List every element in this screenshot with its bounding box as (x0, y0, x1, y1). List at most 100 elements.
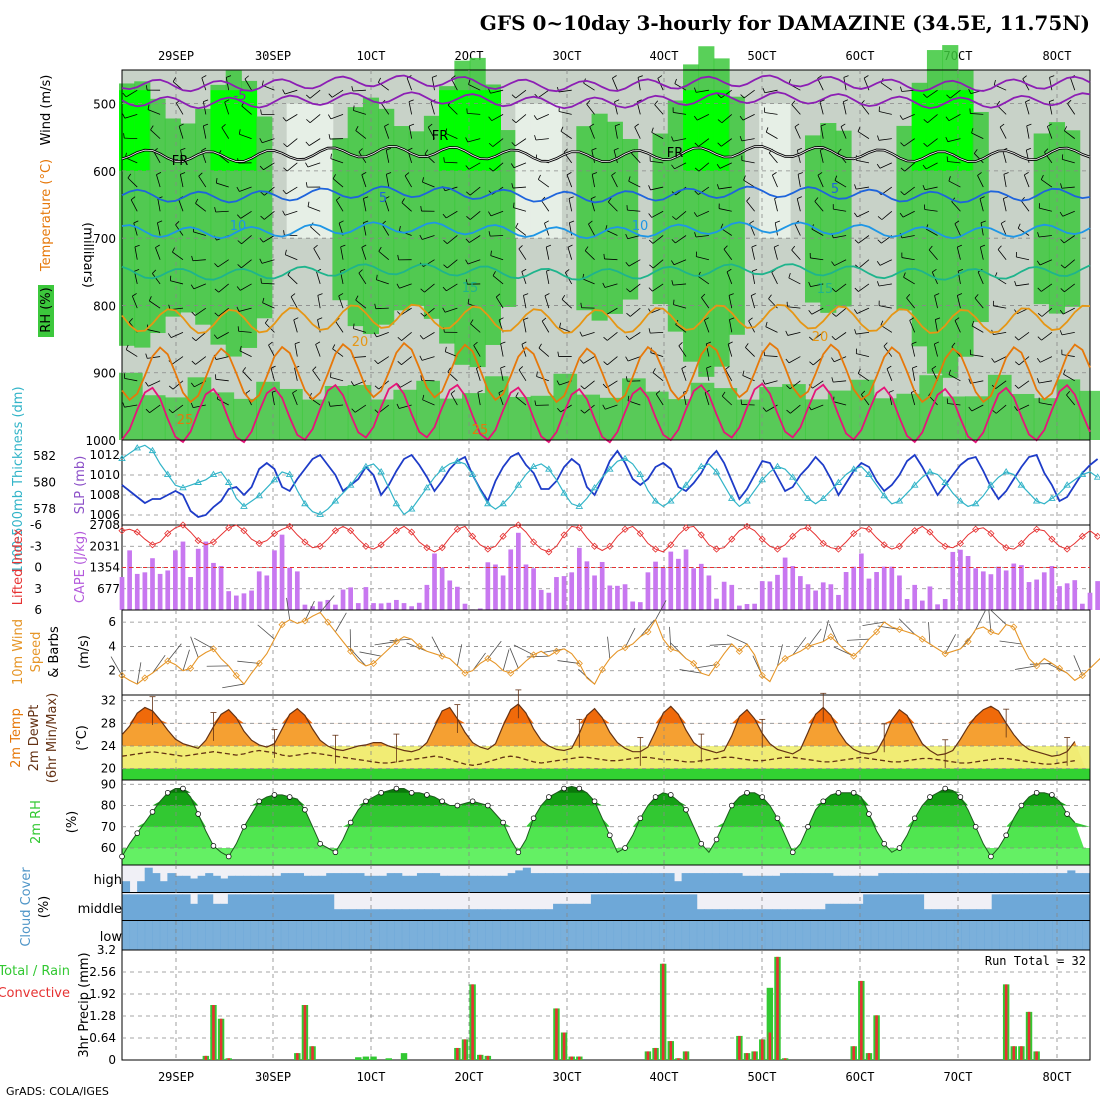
upper-wind-barb-flag (854, 239, 859, 244)
surface-wind-barb (639, 619, 655, 637)
upper-wind-barb (1064, 259, 1076, 269)
cloud-cell-high (885, 873, 894, 892)
cloud-cell-low (545, 921, 554, 950)
thickness-marker (712, 468, 721, 475)
upper-wind-barb (518, 369, 527, 382)
rh-marker (515, 849, 522, 855)
upper-wind-barb (242, 371, 252, 382)
upper-wind-barb (787, 331, 801, 336)
upper-wind-barb (157, 222, 161, 236)
upper-wind-barb (375, 307, 389, 310)
upper-wind-barb (1002, 198, 1007, 212)
rh-marker (789, 849, 796, 855)
cloud-cell-high (182, 875, 191, 892)
precip-convective-bar (212, 1005, 215, 1060)
upper-wind-barb (1047, 126, 1053, 139)
upper-wind-barb (721, 89, 732, 99)
cloud-cell-low (787, 921, 796, 950)
upper-wind-barb-flag (408, 99, 414, 103)
upper-wind-barb-flag (751, 244, 757, 248)
isotherm-label: -5 (234, 89, 247, 104)
upper-wind-barb (980, 222, 984, 236)
upper-wind-barb-flag (236, 286, 241, 291)
upper-wind-barb (589, 126, 595, 139)
upper-wind-barb-flag (465, 238, 470, 243)
thickness-marker (819, 494, 828, 501)
cape-bar (965, 556, 971, 610)
upper-wind-barb (947, 161, 961, 164)
thickness-marker (1032, 497, 1041, 504)
upper-wind-barb (614, 101, 618, 115)
rh-lowlevel-cell (1056, 379, 1081, 440)
rh-saturated-cell (698, 90, 715, 171)
upper-wind-barb-flag (1044, 148, 1049, 153)
upper-wind-barb (880, 82, 893, 91)
cloud-cell-middle (432, 909, 441, 920)
cloud-cell-low (1067, 921, 1076, 950)
upper-wind-barb (857, 210, 870, 218)
upper-wind-barb (1003, 174, 1007, 188)
lifted-index-marker (423, 544, 431, 552)
thickness-marker (1002, 468, 1010, 475)
upper-wind-barb-flag (971, 321, 975, 327)
wind-axis-label-4: (m/s) (77, 635, 92, 669)
rh-lowlevel-cell (690, 382, 715, 440)
surface-wind-barb (989, 609, 1007, 625)
upper-wind-barb (217, 332, 229, 339)
cloud-cell-low (500, 921, 509, 950)
cloud-cell-middle (235, 894, 244, 920)
temperature-legend-label: Temperature (°C) (39, 159, 54, 272)
upper-wind-barb-flag (762, 379, 766, 385)
upper-wind-barb-flag (262, 297, 265, 303)
upper-wind-barb (385, 174, 390, 188)
upper-wind-barb (224, 101, 230, 115)
upper-wind-barb (490, 210, 504, 217)
rh-marker (210, 843, 217, 849)
cloud-cell-high (469, 875, 478, 892)
rh-marker (439, 798, 445, 804)
upper-wind-barb-flag (716, 184, 720, 190)
upper-wind-barb-flag (180, 147, 186, 151)
cape-bar (416, 602, 422, 610)
precip-convective-bar (860, 980, 863, 1060)
upper-wind-barb-flag (305, 162, 309, 168)
upper-wind-barb (492, 138, 504, 147)
isotherm-label: 10 (230, 219, 247, 234)
upper-wind-barb-flag (934, 293, 940, 296)
upper-wind-barb (901, 257, 915, 261)
upper-wind-barb (1070, 77, 1076, 91)
cape-bar (333, 604, 338, 610)
upper-wind-barb-flag (361, 172, 367, 176)
upper-wind-barb-flag (358, 148, 363, 153)
lifted-index-marker (469, 532, 477, 540)
surface-wind-barb (694, 664, 717, 669)
upper-wind-barb (721, 138, 733, 147)
rh-saturated-cell (134, 90, 151, 171)
wind-speed-marker (621, 644, 629, 652)
upper-wind-barb (1063, 235, 1075, 244)
cloud-cell-middle (447, 909, 456, 920)
upper-wind-barb (925, 162, 938, 170)
upper-wind-barb (650, 160, 664, 164)
cloud-cell-middle (636, 894, 645, 920)
rh-saturated-cell (484, 90, 501, 171)
cloud-cell-middle (885, 894, 894, 920)
cloud-cell-low (454, 921, 463, 950)
surface-wind-barb (828, 623, 839, 645)
upper-wind-barb-flag (627, 395, 630, 401)
upper-wind-barb (1062, 210, 1075, 217)
rh-marker (180, 785, 186, 792)
upper-wind-barb-flag (877, 216, 883, 220)
lifted-index-marker (819, 539, 827, 547)
upper-wind-barb (698, 162, 710, 172)
cloud-cell-middle (832, 903, 841, 920)
upper-wind-barb (974, 297, 984, 309)
upper-wind-barb-flag (1064, 126, 1068, 131)
upper-wind-barb-flag (843, 99, 848, 103)
rh-marker (850, 789, 857, 796)
cloud-cell-high (1067, 870, 1076, 892)
upper-wind-barb (698, 138, 710, 147)
upper-wind-barb (335, 321, 344, 333)
upper-wind-barb-flag (518, 245, 523, 250)
lifted-index-marker (865, 525, 873, 533)
